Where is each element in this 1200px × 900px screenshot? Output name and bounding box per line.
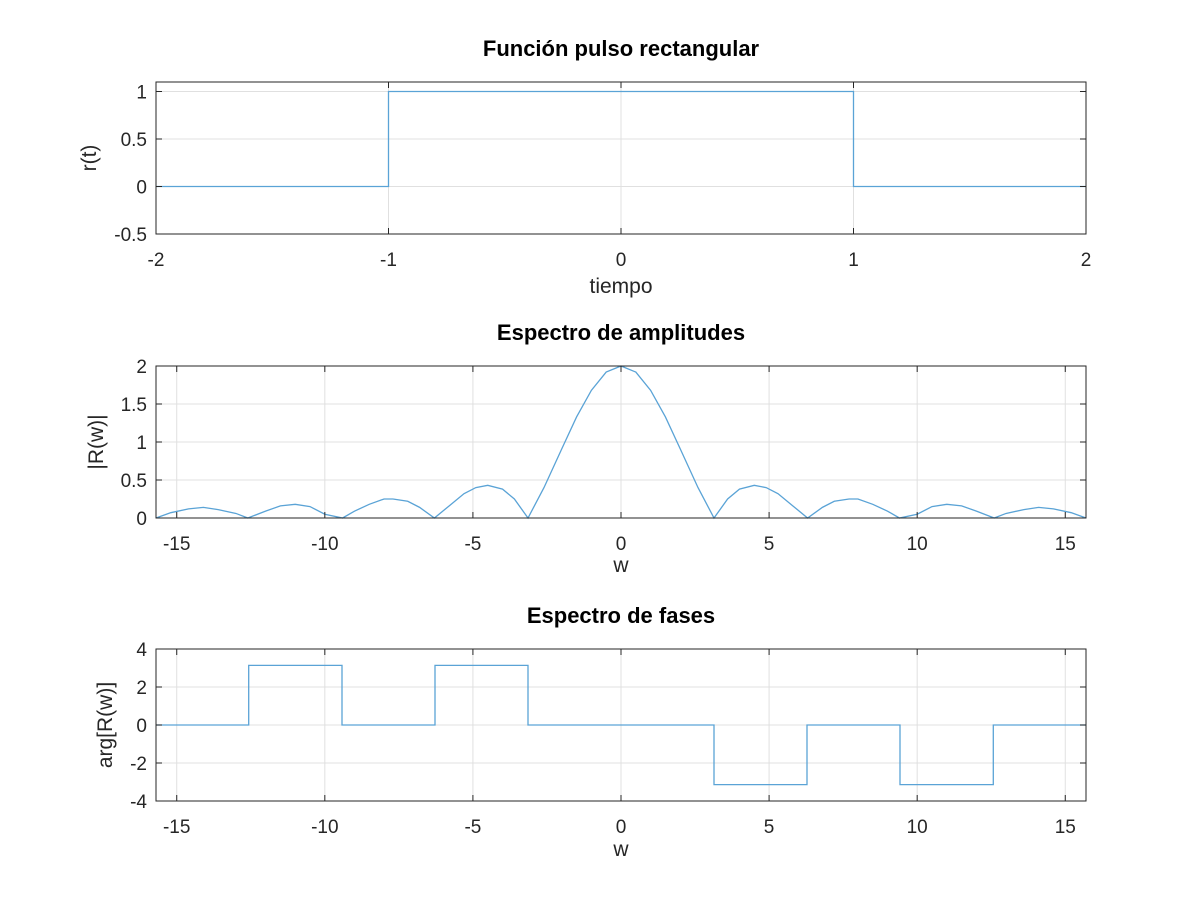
subplot-1-y-tick-label: 1 — [136, 83, 147, 104]
subplot-3-x-tick-label: 10 — [907, 817, 928, 838]
subplot-1-y-tick-label: 0.5 — [121, 130, 147, 151]
subplot-1-x-tick-label: 0 — [616, 250, 627, 271]
subplot-3-y-tick-label: 0 — [136, 716, 147, 737]
subplot-3-series — [156, 664, 1086, 786]
subplot-3-x-tick-label: -5 — [464, 817, 481, 838]
subplot-2: Espectro de amplitudes -15 -10 -5 0 5 10 15 00… — [85, 320, 1087, 577]
subplot-2-y-label: |R(w)| — [85, 414, 108, 469]
subplot-2-y-tick-label: 1 — [136, 433, 147, 454]
subplot-2-title: Espectro de amplitudes — [497, 320, 745, 345]
subplot-3-x-ticks: -15 -10 -5 0 5 10 15 — [163, 649, 1076, 838]
subplot-3-y-tick-label: 4 — [136, 640, 147, 661]
subplot-2-y-tick-label: 2 — [136, 357, 147, 378]
subplot-1-x-label: tiempo — [589, 275, 652, 298]
subplot-1-y-label: r(t) — [78, 145, 101, 172]
subplot-1-y-tick-label: 0 — [136, 178, 147, 199]
subplot-1-series-line — [156, 90, 1086, 188]
subplot-2-x-tick-label: 15 — [1055, 534, 1076, 555]
subplot-2-x-tick-label: 5 — [764, 534, 775, 555]
subplot-3-x-tick-label: -15 — [163, 817, 190, 838]
subplot-1-x-tick-label: 1 — [848, 250, 859, 271]
subplot-1-title: Función pulso rectangular — [483, 36, 760, 61]
subplot-2-x-tick-label: 0 — [616, 534, 627, 555]
subplot-1-y-tick-label: -0.5 — [114, 225, 147, 246]
subplot-3-y-tick-label: 2 — [136, 678, 147, 699]
subplot-2-y-tick-label: 0.5 — [121, 471, 147, 492]
subplot-2-x-tick-label: -10 — [311, 534, 338, 555]
subplot-1: Función pulso rectangular -2 -1 0 1 2 -0.5 0 0… — [78, 36, 1091, 298]
subplot-3-series-line — [156, 664, 1086, 786]
subplot-1-y-ticks: -0.5 0 0.5 1 — [114, 83, 1086, 246]
subplot-2-x-tick-label: -15 — [163, 534, 190, 555]
subplot-3-y-ticks: -4 -2 0 2 4 — [130, 640, 1086, 813]
subplot-2-x-tick-label: -5 — [464, 534, 481, 555]
subplot-2-x-tick-label: 10 — [907, 534, 928, 555]
subplot-3-x-tick-label: -10 — [311, 817, 338, 838]
subplot-1-x-tick-label: 2 — [1081, 250, 1092, 271]
subplot-1-series — [156, 90, 1086, 188]
subplot-1-x-ticks: -2 -1 0 1 2 — [148, 82, 1092, 271]
subplot-1-x-tick-label: -1 — [380, 250, 397, 271]
subplot-1-x-tick-label: -2 — [148, 250, 165, 271]
subplot-2-y-tick-label: 1.5 — [121, 395, 147, 416]
subplot-2-y-ticks: 0 0.5 1 1.5 2 — [121, 357, 1086, 530]
subplot-3: Espectro de fases -15 -10 -5 0 5 10 15 -4 -2 0 2 4… — [94, 603, 1087, 861]
subplot-3-x-tick-label: 5 — [764, 817, 775, 838]
subplot-2-x-label: w — [612, 554, 629, 577]
subplot-3-title: Espectro de fases — [527, 603, 715, 628]
subplot-2-x-ticks: -15 -10 -5 0 5 10 15 — [163, 366, 1076, 555]
subplot-3-x-tick-label: 15 — [1055, 817, 1076, 838]
subplot-3-y-tick-label: -4 — [130, 792, 147, 813]
subplot-2-y-tick-label: 0 — [136, 509, 147, 530]
subplot-3-y-label: arg[R(w)] — [94, 682, 117, 768]
subplot-3-x-tick-label: 0 — [616, 817, 627, 838]
subplot-3-y-tick-label: -2 — [130, 754, 147, 775]
subplot-3-x-label: w — [612, 838, 629, 861]
